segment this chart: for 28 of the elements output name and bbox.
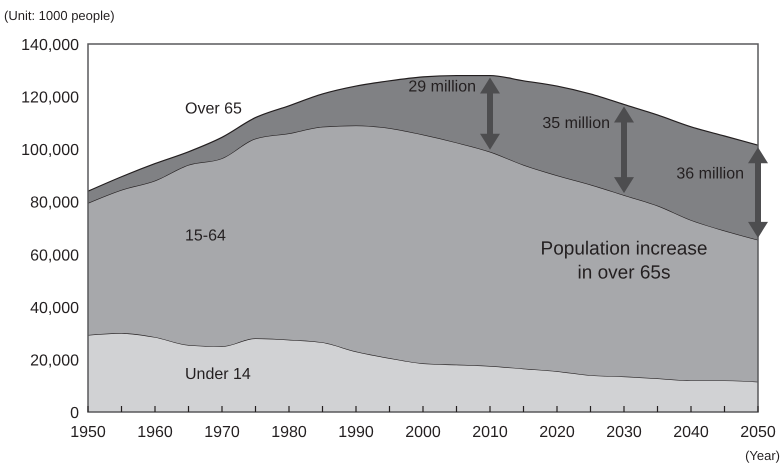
y-tick-label: 120,000 [21,90,80,107]
annotation: 29 million [408,78,476,96]
x-tick-label: 1960 [137,424,173,441]
y-tick-label: 140,000 [21,37,80,54]
x-tick-label: 1980 [271,424,307,441]
x-tick-label: 1970 [204,424,240,441]
y-tick-label: 20,000 [30,352,80,370]
x-tick-label: 2030 [606,424,642,441]
y-tick-label: 60,000 [30,247,80,264]
x-tick-label: 2010 [472,424,508,441]
series-label: 15-64 [185,228,226,245]
x-axis-title: (Year) [745,448,780,463]
series-label: Over 65 [185,100,242,118]
annotation: 35 million [542,114,610,132]
x-tick-label: 1950 [70,424,106,441]
y-tick-label: 100,000 [21,142,80,160]
y-tick-label: 0 [70,405,80,422]
y-tick-label: 40,000 [30,300,80,317]
x-tick-label: 1990 [338,424,374,441]
x-tick-label: 2020 [539,424,575,441]
x-tick-label: 2000 [405,424,441,441]
annotation: 36 million [676,166,744,183]
x-tick-label: 2050 [740,424,776,441]
x-tick-label: 2040 [673,424,709,441]
annotation: Population increase in over 65s [540,238,708,284]
y-axis-title: (Unit: 1000 people) [4,8,115,23]
y-tick-label: 80,000 [30,194,80,212]
series-label: Under 14 [185,366,251,384]
